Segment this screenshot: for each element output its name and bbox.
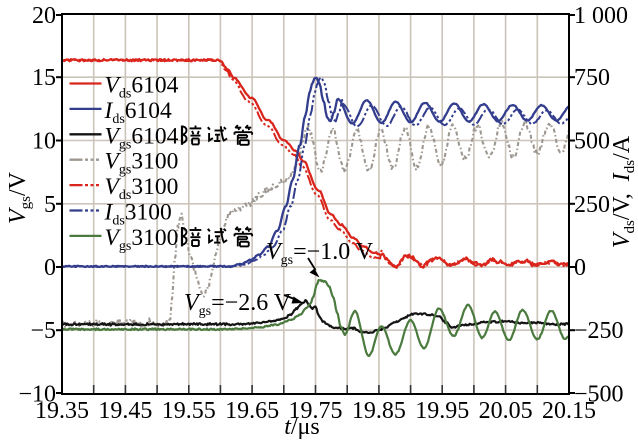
svg-text:20.05: 20.05 bbox=[479, 398, 533, 424]
svg-text:Vgs3100: Vgs3100 bbox=[105, 225, 179, 254]
svg-text:0: 0 bbox=[574, 255, 586, 281]
svg-text:Vds6104: Vds6104 bbox=[105, 73, 179, 102]
svg-text:15: 15 bbox=[32, 65, 56, 91]
svg-text:−500: −500 bbox=[574, 382, 624, 408]
svg-text:Vds/V, Ids/A: Vds/V, Ids/A bbox=[609, 135, 638, 248]
svg-text:19.35: 19.35 bbox=[35, 398, 89, 424]
svg-text:10: 10 bbox=[32, 129, 56, 155]
svg-text:−10: −10 bbox=[18, 382, 56, 408]
svg-text:0: 0 bbox=[44, 255, 56, 281]
svg-text:Vgs6104: Vgs6104 bbox=[105, 123, 179, 152]
svg-text:−250: −250 bbox=[574, 318, 624, 344]
svg-text:250: 250 bbox=[574, 192, 610, 218]
svg-text:19.75: 19.75 bbox=[289, 398, 343, 424]
svg-text:5: 5 bbox=[44, 192, 56, 218]
svg-text:19.65: 19.65 bbox=[225, 398, 279, 424]
svg-text:Vgs3100: Vgs3100 bbox=[105, 149, 179, 178]
svg-text:Vds3100: Vds3100 bbox=[105, 174, 179, 203]
svg-text:1 000: 1 000 bbox=[574, 3, 628, 29]
svg-text:t/μs: t/μs bbox=[284, 414, 320, 440]
svg-text:Vgs=−2.6 V: Vgs=−2.6 V bbox=[184, 290, 292, 319]
svg-text:Vgs=−1.0 V: Vgs=−1.0 V bbox=[266, 239, 374, 268]
svg-text:19.95: 19.95 bbox=[415, 398, 469, 424]
svg-text:19.45: 19.45 bbox=[98, 398, 152, 424]
svg-text:20.15: 20.15 bbox=[542, 398, 596, 424]
svg-text:−5: −5 bbox=[30, 318, 56, 344]
svg-text:500: 500 bbox=[574, 129, 610, 155]
svg-text:Ids6104: Ids6104 bbox=[104, 98, 173, 127]
svg-text:Ids3100: Ids3100 bbox=[104, 200, 172, 229]
svg-text:19.55: 19.55 bbox=[162, 398, 216, 424]
svg-text:Vgs/V: Vgs/V bbox=[5, 171, 34, 224]
svg-text:19.85: 19.85 bbox=[352, 398, 406, 424]
svg-text:750: 750 bbox=[574, 65, 610, 91]
svg-text:20: 20 bbox=[32, 3, 56, 29]
